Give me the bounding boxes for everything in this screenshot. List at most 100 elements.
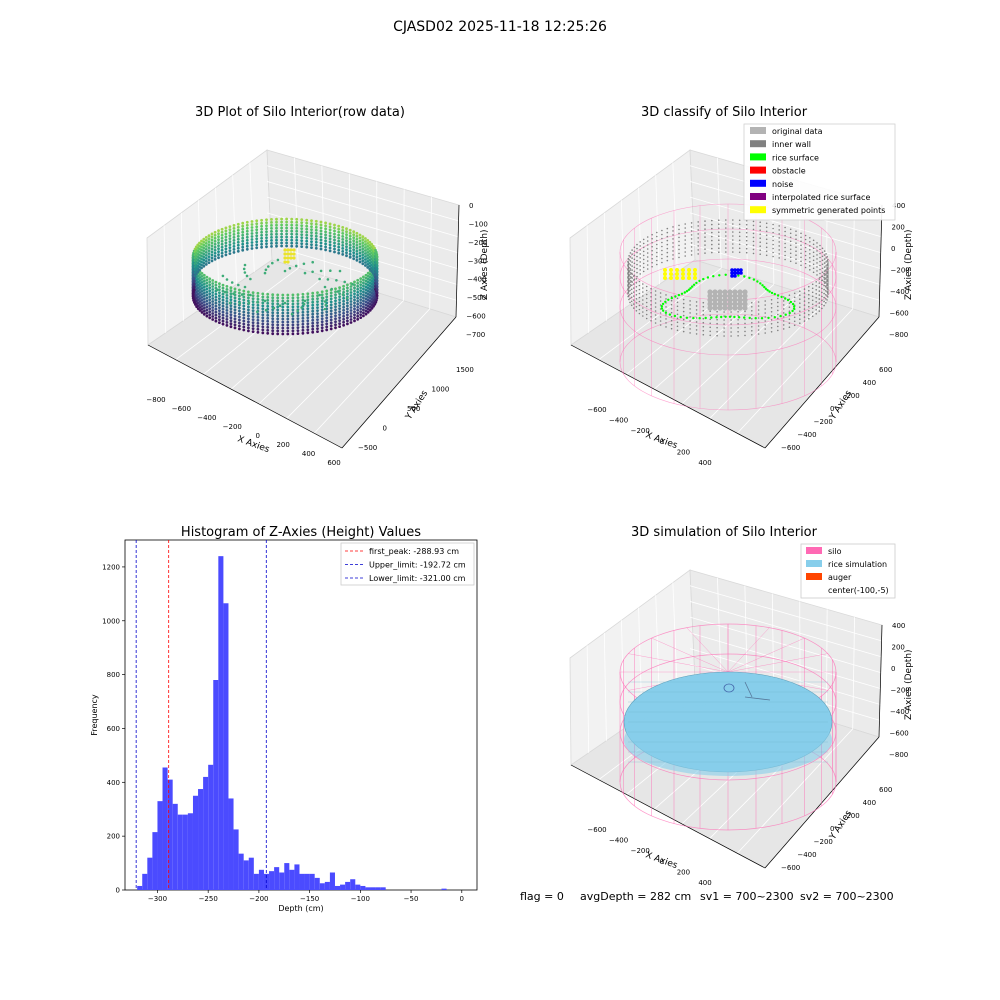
raw-point <box>218 315 221 318</box>
raw-point <box>281 326 285 330</box>
rice-surface-point <box>773 316 776 319</box>
raw-point <box>247 293 250 297</box>
raw-point <box>294 264 298 268</box>
grid-line <box>672 582 678 693</box>
inner-wall-point <box>718 223 720 225</box>
raw-point <box>202 255 206 259</box>
inner-wall-point <box>752 240 755 243</box>
histogram-bar <box>269 871 275 890</box>
raw-point <box>352 233 356 237</box>
raw-point <box>320 305 324 309</box>
inner-wall-point <box>799 306 801 309</box>
raw-point <box>204 257 208 260</box>
inner-wall-point <box>642 291 644 293</box>
inner-wall-point <box>738 231 741 234</box>
raw-point <box>247 329 250 333</box>
raw-point <box>337 230 341 234</box>
raw-point <box>301 328 305 332</box>
inner-wall-point <box>654 310 657 312</box>
inner-wall-point <box>772 251 774 254</box>
raw-point <box>213 233 217 237</box>
raw-point <box>210 256 214 260</box>
inner-wall-point <box>821 287 823 290</box>
raw-point <box>333 229 336 233</box>
inner-wall-point <box>684 251 686 253</box>
silo-ring <box>619 258 837 356</box>
raw-point <box>300 239 304 243</box>
raw-point <box>301 295 305 299</box>
inner-wall-point <box>670 303 673 306</box>
raw-point <box>375 276 379 279</box>
inner-wall-point <box>631 273 633 275</box>
raw-point <box>325 316 329 320</box>
inner-wall-point <box>695 309 698 311</box>
raw-point <box>271 314 275 318</box>
raw-point <box>242 267 246 271</box>
raw-point <box>296 329 300 332</box>
raw-point <box>207 258 211 261</box>
raw-point <box>261 307 265 311</box>
inner-wall-point <box>821 263 824 266</box>
inner-wall-point <box>633 295 635 297</box>
inner-wall-point <box>825 281 827 283</box>
inner-wall-point <box>690 230 693 232</box>
x-tick-label: 400 <box>698 459 711 467</box>
grid-line <box>266 181 460 238</box>
raw-point <box>250 247 254 250</box>
inner-wall-point <box>723 327 725 329</box>
inner-wall-point <box>752 224 755 227</box>
raw-point <box>300 306 304 309</box>
raw-point <box>366 274 370 278</box>
raw-point <box>242 310 246 314</box>
legend-label: symmetric generated points <box>772 206 885 215</box>
inner-wall-point <box>718 239 720 241</box>
raw-point <box>346 322 349 326</box>
raw-point <box>311 327 315 331</box>
inner-wall-point <box>697 225 699 227</box>
inner-wall-point <box>661 229 663 232</box>
raw-point <box>260 242 263 246</box>
raw-point <box>275 244 278 248</box>
raw-point <box>328 243 332 247</box>
raw-point <box>290 312 294 316</box>
raw-point <box>330 287 334 291</box>
raw-point <box>348 249 352 253</box>
raw-point <box>286 260 290 264</box>
inner-wall-point <box>723 335 725 337</box>
rice-surface-point <box>788 311 791 315</box>
raw-point <box>305 227 309 231</box>
inner-wall-point <box>759 229 761 231</box>
raw-point <box>241 230 245 234</box>
raw-point <box>368 299 372 303</box>
raw-point <box>286 317 290 321</box>
raw-point <box>207 234 211 238</box>
raw-point <box>228 231 232 235</box>
raw-point <box>200 257 203 261</box>
raw-point <box>338 310 341 313</box>
raw-point <box>276 332 280 336</box>
raw-point <box>281 299 285 303</box>
raw-point <box>364 279 368 283</box>
raw-point <box>337 239 341 243</box>
raw-point <box>329 297 333 301</box>
raw-point <box>368 275 372 279</box>
raw-point <box>256 291 260 295</box>
inner-wall-point <box>718 243 720 245</box>
inner-wall-point <box>718 227 720 229</box>
raw-point <box>337 227 341 231</box>
legend-label: first_peak: -288.93 cm <box>369 547 459 556</box>
x-tick-label: 0 <box>255 432 259 440</box>
inner-wall-point <box>654 294 657 296</box>
raw-point <box>204 254 208 257</box>
inner-wall-point <box>697 221 699 223</box>
inner-wall-point <box>627 269 630 272</box>
raw-point <box>271 299 275 303</box>
inner-wall-point <box>772 255 774 258</box>
raw-point <box>366 289 370 293</box>
inner-wall-point <box>672 242 674 244</box>
inner-wall-point <box>784 258 786 261</box>
inner-wall-point <box>788 318 791 321</box>
raw-point <box>334 305 337 309</box>
x-tick-label: −400 <box>197 414 216 422</box>
raw-point <box>242 325 246 329</box>
